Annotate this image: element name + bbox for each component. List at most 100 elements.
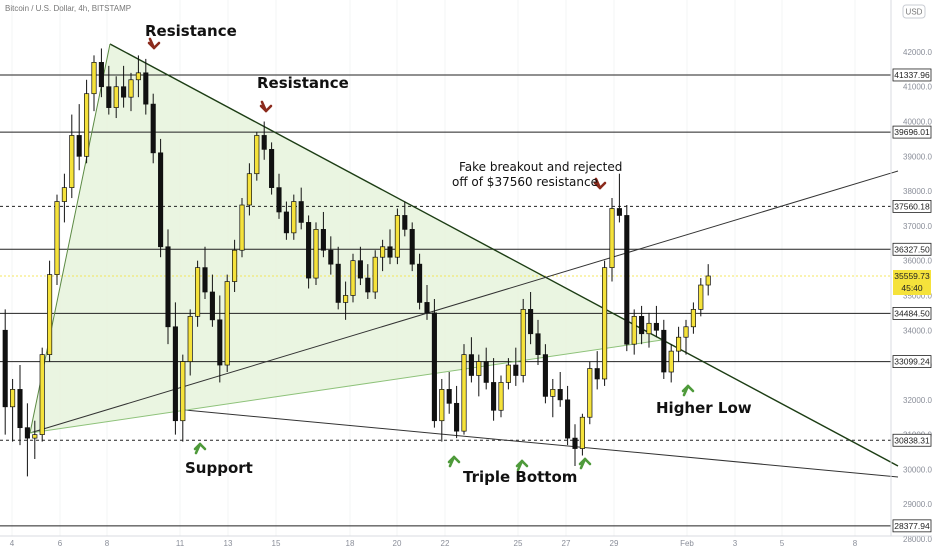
annotation-arrows bbox=[147, 37, 695, 472]
candle-body bbox=[557, 389, 563, 401]
candle-body bbox=[158, 152, 164, 248]
fake-breakout-label-line2: off of $37560 resistance bbox=[452, 175, 598, 189]
descending-resistance-line bbox=[109, 43, 899, 467]
candlesticks bbox=[2, 48, 711, 477]
time-tick-label: 3 bbox=[733, 539, 738, 548]
candle-body bbox=[113, 86, 119, 108]
candle-body bbox=[365, 277, 371, 293]
candle-body bbox=[39, 354, 45, 435]
candle-body bbox=[239, 204, 245, 251]
candle-body bbox=[639, 315, 645, 335]
fake-breakout-label-line1: Fake breakout and rejected bbox=[459, 160, 622, 174]
time-tick-label: 8 bbox=[105, 539, 110, 548]
candle-body bbox=[17, 389, 23, 429]
candle-body bbox=[505, 364, 511, 383]
time-tick-label: 13 bbox=[224, 539, 233, 548]
time-tick-label: 5 bbox=[780, 539, 785, 548]
price-tick-label: 38000.00 bbox=[903, 187, 932, 196]
candle-body bbox=[594, 368, 600, 380]
support-arrow-stem bbox=[194, 442, 202, 455]
candle-body bbox=[2, 329, 8, 408]
candle-body bbox=[690, 309, 696, 328]
candle-body bbox=[61, 187, 67, 202]
candle-body bbox=[676, 336, 682, 352]
level-label-box bbox=[892, 68, 932, 82]
candle-body bbox=[32, 434, 38, 439]
candle-body bbox=[195, 267, 201, 317]
level-label-box bbox=[892, 307, 932, 320]
candle-body bbox=[602, 267, 608, 380]
candle-body bbox=[394, 215, 400, 258]
candle-body bbox=[187, 315, 193, 362]
level-price-label: 28377.94 bbox=[894, 521, 930, 531]
candle-body bbox=[320, 229, 326, 251]
price-tick-label: 35000.00 bbox=[903, 291, 932, 300]
level-price-label: 37560.18 bbox=[894, 201, 930, 211]
candle-body bbox=[616, 208, 622, 216]
fake-breakout-arrow-stem bbox=[594, 177, 602, 190]
price-tick-label: 40000.00 bbox=[903, 118, 932, 127]
resistance-arrow-2-stem bbox=[260, 100, 268, 113]
candle-body bbox=[565, 399, 571, 439]
price-tick-label: 28000.00 bbox=[903, 535, 932, 544]
candle-body bbox=[542, 354, 548, 397]
candle-body bbox=[10, 389, 16, 408]
candle-body bbox=[24, 427, 30, 439]
level-label-box bbox=[892, 125, 932, 139]
candle-body bbox=[217, 319, 223, 366]
resistance-label-1: Resistance bbox=[145, 22, 237, 40]
symbol-header: Bitcoin / U.S. Dollar, 4h, BITSTAMP bbox=[5, 4, 131, 13]
time-tick-label: 27 bbox=[562, 539, 571, 548]
candle-body bbox=[387, 246, 393, 258]
candle-body bbox=[84, 93, 90, 157]
candle-body bbox=[180, 361, 186, 422]
candle-body bbox=[609, 208, 615, 268]
price-tick-label: 42000.00 bbox=[903, 48, 932, 57]
candle-body bbox=[246, 173, 252, 206]
candle-body bbox=[572, 437, 578, 449]
candle-body bbox=[624, 215, 630, 345]
candle-body bbox=[224, 281, 230, 366]
price-tick-label: 32000.00 bbox=[903, 396, 932, 405]
level-label-box bbox=[892, 519, 932, 533]
candle-body bbox=[350, 260, 356, 296]
candle-body bbox=[291, 201, 297, 234]
current-price-label: 35559.73 bbox=[894, 271, 930, 281]
candle-body bbox=[47, 274, 53, 355]
candle-body bbox=[705, 275, 711, 286]
candle-body bbox=[343, 295, 349, 303]
support-label: Support bbox=[185, 459, 253, 477]
candle-body bbox=[683, 326, 689, 338]
candle-body bbox=[69, 135, 75, 188]
candle-body bbox=[520, 309, 526, 376]
candle-body bbox=[550, 389, 556, 397]
candle-body bbox=[483, 361, 489, 383]
candle-body bbox=[232, 249, 238, 282]
candle-body bbox=[431, 312, 437, 422]
candle-body bbox=[128, 79, 134, 98]
candle-body bbox=[698, 284, 704, 310]
currency-badge[interactable]: USD bbox=[902, 4, 926, 19]
level-label-box bbox=[892, 242, 932, 256]
candle-body bbox=[491, 382, 497, 411]
time-tick-label: 8 bbox=[853, 539, 858, 548]
lower-support-line bbox=[184, 409, 899, 478]
candle-body bbox=[165, 246, 171, 328]
candle-body bbox=[409, 229, 415, 265]
candle-body bbox=[150, 103, 156, 154]
candle-body bbox=[372, 256, 378, 293]
price-tick-label: 29000.00 bbox=[903, 500, 932, 509]
candle-body bbox=[661, 329, 667, 373]
candle-body bbox=[476, 361, 482, 376]
higher-low-label: Higher Low bbox=[656, 399, 752, 417]
candle-body bbox=[135, 72, 141, 81]
time-tick-label: 4 bbox=[10, 539, 15, 548]
candle-body bbox=[439, 389, 445, 422]
triple-bottom-arrow-3-stem bbox=[579, 457, 587, 470]
candle-body bbox=[668, 350, 674, 373]
candle-body bbox=[76, 135, 82, 157]
price-tick-label: 39000.00 bbox=[903, 152, 932, 161]
candle-body bbox=[298, 201, 304, 223]
price-axis-ticks: 42000.00 41000.00 40000.00 39000.00 38000.00… bbox=[903, 48, 932, 544]
